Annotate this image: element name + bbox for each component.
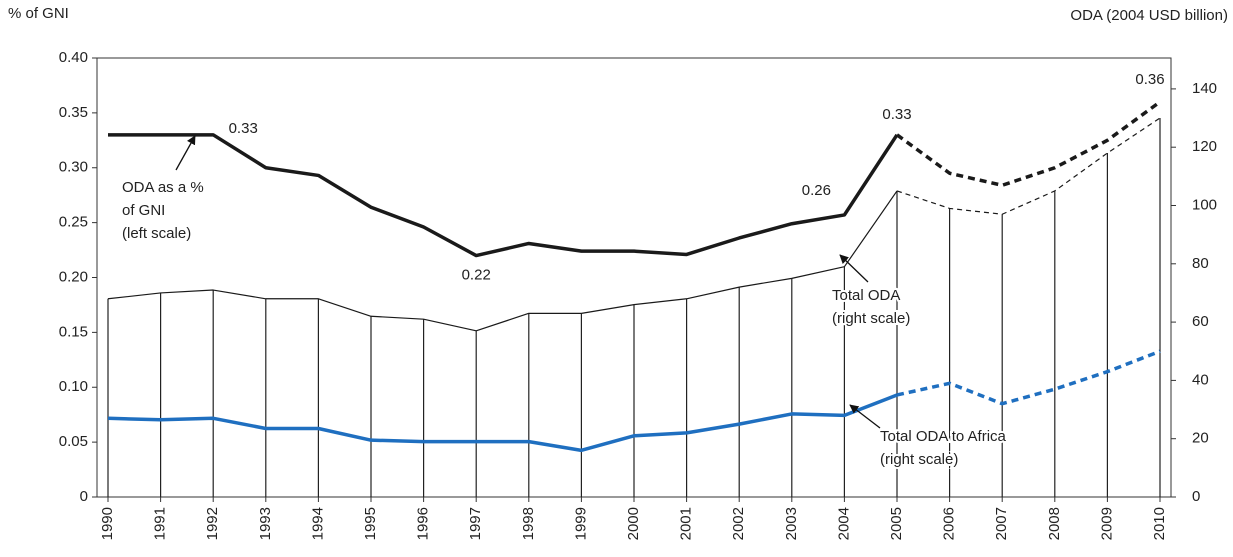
x-tick-label: 1995 — [362, 507, 379, 540]
value-label: 0.33 — [229, 120, 258, 137]
x-tick-label: 2008 — [1046, 507, 1063, 540]
x-tick-label: 2002 — [730, 507, 747, 540]
annotation-arrow — [839, 254, 869, 283]
x-tick-label: 1990 — [99, 507, 116, 540]
annotation: (right scale) — [832, 310, 910, 327]
y-tick-label: 0.30 — [59, 159, 88, 176]
y-tick-label: 0.40 — [59, 49, 88, 66]
line-projection — [895, 100, 1162, 188]
x-tick-label: 2001 — [678, 507, 695, 540]
y2-tick-label: 0 — [1192, 488, 1200, 505]
y2-tick-label: 80 — [1192, 255, 1209, 272]
y-axis-title: % of GNI — [8, 5, 69, 22]
annotation: (right scale) — [880, 451, 958, 468]
y-tick-label: 0.25 — [59, 214, 88, 231]
annotation: Total ODA to Africa — [880, 428, 1007, 445]
y-tick-label: 0.35 — [59, 104, 88, 121]
annotation: of GNI — [122, 202, 165, 219]
x-tick-label: 1994 — [309, 507, 326, 540]
y2-tick-label: 60 — [1192, 313, 1209, 330]
annotation: (left scale) — [122, 225, 191, 242]
x-tick-label: 1996 — [415, 507, 432, 540]
y2-tick-label: 20 — [1192, 430, 1209, 447]
y2-axis-title: ODA (2004 USD billion) — [1070, 7, 1228, 24]
x-tick-label: 1998 — [520, 507, 537, 540]
y-tick-label: 0.15 — [59, 323, 88, 340]
y2-tick-label: 40 — [1192, 371, 1209, 388]
x-tick-label: 2003 — [783, 507, 800, 540]
line-projection — [896, 117, 1161, 215]
annotation-arrow — [175, 135, 196, 171]
x-tick-label: 2009 — [1098, 507, 1115, 540]
annotation: Total ODA — [832, 287, 900, 304]
x-tick-label: 2007 — [993, 507, 1010, 540]
value-label: 0.36 — [1135, 71, 1164, 88]
x-tick-label: 1993 — [257, 507, 274, 540]
x-tick-label: 2010 — [1151, 507, 1168, 540]
y2-tick-label: 140 — [1192, 80, 1217, 97]
x-tick-label: 2006 — [941, 507, 958, 540]
y-tick-label: 0.20 — [59, 268, 88, 285]
x-tick-label: 2004 — [835, 507, 852, 540]
value-label: 0.26 — [802, 182, 831, 199]
y-tick-label: 0 — [80, 488, 88, 505]
value-label: 0.22 — [462, 267, 491, 284]
y-tick-label: 0.10 — [59, 378, 88, 395]
y-tick-label: 0.05 — [59, 433, 88, 450]
x-tick-label: 1991 — [152, 507, 169, 540]
annotation-arrow — [849, 404, 881, 429]
annotation: ODA as a % — [122, 179, 204, 196]
value-label: 0.33 — [882, 106, 911, 123]
line-series — [107, 190, 898, 332]
y2-tick-label: 100 — [1192, 196, 1217, 213]
y2-tick-label: 120 — [1192, 138, 1217, 155]
line-projection — [896, 349, 1161, 406]
x-tick-label: 2005 — [888, 507, 905, 540]
x-tick-label: 1992 — [204, 507, 221, 540]
x-tick-label: 1999 — [572, 507, 589, 540]
x-tick-label: 1997 — [467, 507, 484, 540]
line-series — [107, 393, 898, 453]
x-tick-label: 2000 — [625, 507, 642, 540]
line-series — [108, 133, 899, 258]
